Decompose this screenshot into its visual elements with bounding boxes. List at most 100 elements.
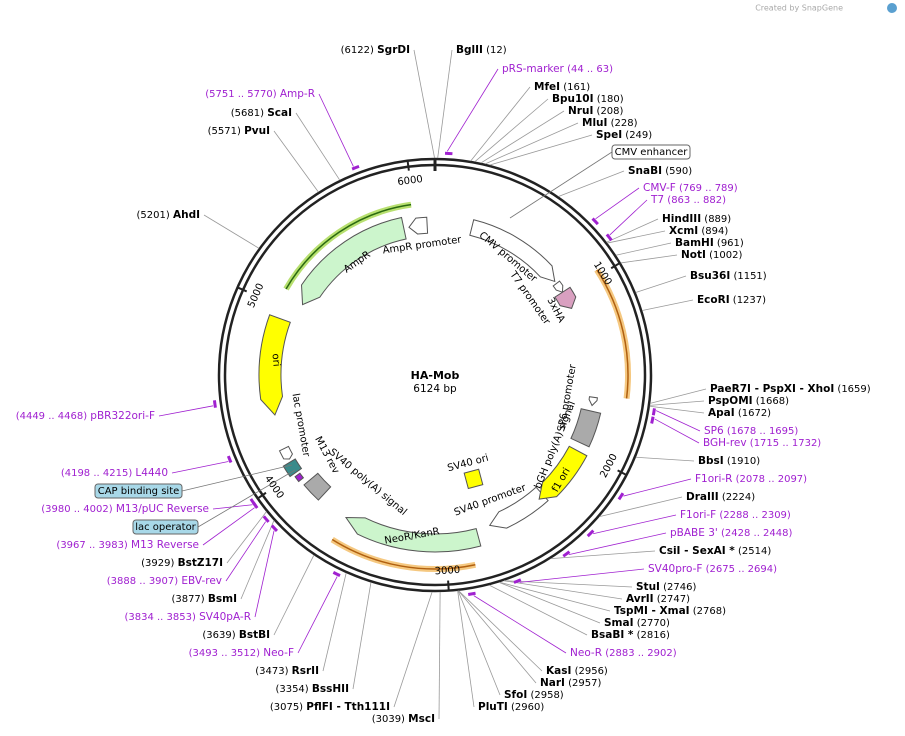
primer-name: pRS-marker [502,63,565,75]
site-line [458,590,543,672]
feature-label: ori [269,353,281,367]
enzyme-name: NarI [540,677,565,689]
primer-label: F1ori-F (2288 .. 2309) [680,509,791,521]
enzyme-label: (5571) PvuI [208,125,270,137]
primer-name: F1ori-F [680,509,716,521]
enzyme-name: KasI [546,665,571,677]
plasmid-name: HA-Mob [411,369,460,382]
primer-range: (863 .. 882) [667,195,726,206]
primer-label: (3967 .. 3983) M13 Reverse [56,539,199,551]
site-line [295,112,341,181]
primer-range: (3980 .. 4002) [41,504,113,515]
enzyme-label: (5201) AhdI [137,209,200,221]
primer-range: (5751 .. 5770) [205,89,277,100]
enzyme-position: (1151) [733,271,766,282]
primer-label: (5751 .. 5770) Amp-R [205,88,315,100]
primer-name: F1ori-R [695,473,732,485]
primer-line [595,187,640,220]
feature-box [570,408,602,448]
site-line [485,122,579,165]
feature-box [463,468,484,490]
enzyme-label: BbsI (1910) [698,455,760,467]
ring-tick [617,469,627,476]
enzyme-position: (1659) [837,384,870,395]
enzyme-label: ApaI (1672) [708,407,771,419]
enzyme-name: XcmI [669,225,698,237]
enzyme-position: (180) [597,94,624,105]
enzyme-position: (2768) [693,606,726,617]
primer-label: (3493 .. 3512) Neo-F [189,647,294,659]
feature-label: SP6 promoter [556,363,579,433]
site-line [470,86,531,162]
feature-arrow [278,445,294,460]
primer-mark [270,524,279,532]
enzyme-position: (2816) [637,630,670,641]
primer-line [318,93,354,167]
enzyme-label: (3354) BssHII [275,683,349,695]
site-line [322,572,347,672]
feature-arrow [588,396,598,407]
enzyme-label: AvrII (2747) [626,593,690,605]
primer-mark [562,550,571,558]
primer-name: pBR322ori-F [90,410,155,422]
enzyme-name: HindIII [662,213,701,225]
site-line [550,550,656,559]
primer-line [592,514,677,535]
enzyme-name: SmaI [604,617,634,629]
enzyme-name: TspMI - XmaI [614,605,690,617]
primer-mark [249,498,257,507]
credit: Created by SnapGene [755,4,843,13]
tick-label: 1000 [591,260,614,287]
feature-label: lac operator [135,522,196,533]
enzyme-position: (3354) [275,684,308,695]
primer-mark [591,217,599,226]
primer-name: CMV-F [643,182,676,194]
enzyme-position: (208) [597,106,624,117]
enzyme-name: DraIII [686,491,719,503]
primer-mark [332,571,341,578]
primer-line [254,530,275,618]
feature-arrow [552,280,564,293]
enzyme-name: PspOMI [708,395,753,407]
primer-name: L4440 [135,467,168,479]
tick-label: 6000 [397,174,424,188]
enzyme-position: (2960) [511,702,544,713]
primer-label: (4449 .. 4468) pBR322ori-F [16,410,155,422]
site-line [413,49,435,159]
enzyme-label: PspOMI (1668) [708,395,789,407]
primer-label: CMV-F (769 .. 789) [643,182,738,194]
enzyme-name: AvrII [626,593,654,605]
enzyme-position: (1237) [733,295,766,306]
site-line [480,110,565,164]
enzyme-position: (3877) [171,594,204,605]
enzyme-position: (961) [717,238,744,249]
site-line [615,242,672,256]
primer-range: (2428 .. 2448) [721,528,793,539]
primer-label: (3888 .. 3907) EBV-rev [107,575,222,587]
primer-name: SP6 [704,425,724,437]
enzyme-position: (161) [563,82,590,93]
site-line [498,581,601,624]
site-line [649,405,705,414]
enzyme-label: NarI (2957) [540,677,602,689]
enzyme-label: BglII (12) [456,44,507,56]
feature-label: lac promoter [290,393,312,459]
enzyme-position: (3039) [372,714,405,725]
primer-range: (1715 .. 1732) [750,438,822,449]
primer-range: (44 .. 63) [567,64,613,75]
tick-label: 5000 [246,282,266,310]
feature-label-box [132,519,199,535]
enzyme-position: (3929) [141,558,174,569]
site-line [558,170,625,197]
highlight-arc [596,269,629,399]
enzyme-label: HindIII (889) [662,213,731,225]
primer-line [473,595,567,654]
primer-name: SV40pro-F [648,563,702,575]
primer-mark [650,416,655,424]
primer-line [568,532,667,556]
enzyme-name: ScaI [267,107,292,119]
primer-range: (3493 .. 3512) [189,648,261,659]
enzyme-name: MfeI [534,81,560,93]
feature-line [509,151,613,219]
